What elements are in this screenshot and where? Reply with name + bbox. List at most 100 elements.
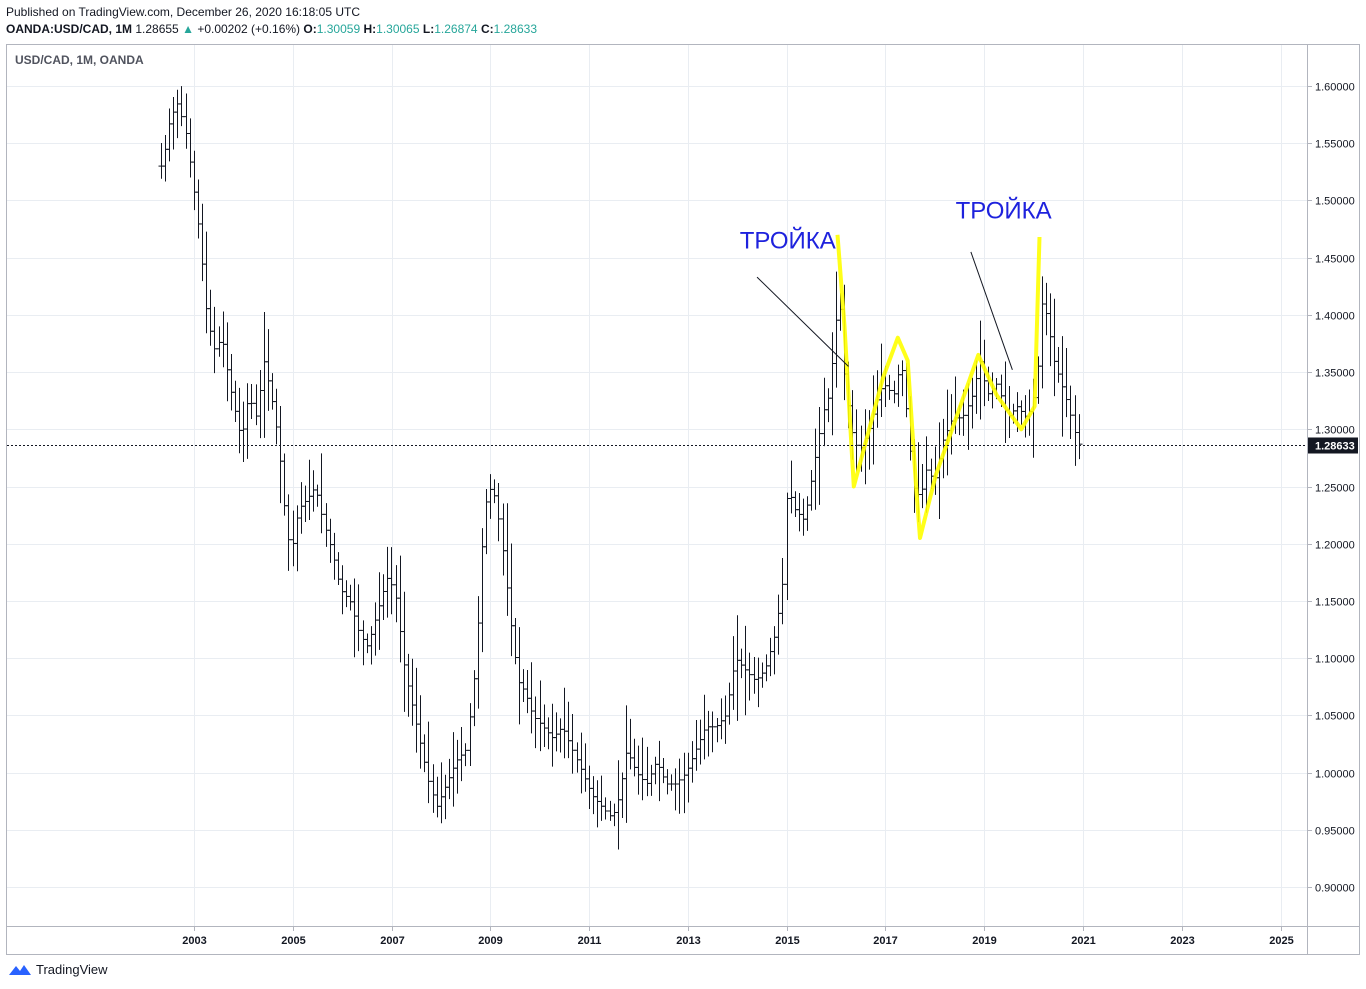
- price-tick-label: 1.55000: [1315, 139, 1355, 151]
- ohlc-bar: [607, 800, 614, 821]
- ohlc-bar: [191, 150, 198, 211]
- ohlc-bar: [294, 505, 301, 572]
- ohlc-bar: [1039, 276, 1046, 389]
- ohlc-bar: [631, 738, 638, 777]
- ohlc-bar: [705, 710, 712, 757]
- ohlc-bar: [977, 320, 984, 420]
- ohlc-bar: [1018, 400, 1025, 425]
- ohlc-bar: [726, 682, 733, 725]
- chart-border: [6, 44, 1360, 955]
- ohlc-bar: [561, 687, 568, 759]
- ohlc-bar: [598, 775, 605, 821]
- ohlc-bar: [491, 479, 498, 504]
- ohlc-bar: [397, 555, 404, 663]
- annotation-arrow-1: [756, 276, 849, 367]
- ohlc-bar: [532, 696, 539, 749]
- ohlc-bar: [899, 360, 906, 397]
- ohlc-bar: [405, 653, 412, 717]
- ohlc-bar: [421, 734, 428, 773]
- ohlc-bar: [331, 532, 338, 580]
- time-axis[interactable]: 2003 2005 2007 2009 2011 2013 2015 2017 2019 2021…: [182, 926, 1294, 947]
- time-tick-label: 2007: [380, 935, 404, 947]
- ohlc-bar: [187, 118, 194, 178]
- ohlc-bar: [619, 772, 626, 818]
- tradingview-footer[interactable]: TradingView: [8, 962, 108, 977]
- ohlc-bar: [224, 322, 231, 402]
- ohlc-bar: [623, 705, 630, 823]
- ohlc-bar: [434, 776, 441, 818]
- ohlc-bar: [652, 756, 659, 785]
- zigzag-pattern-1: [835, 234, 919, 489]
- ohlc-bar: [569, 714, 576, 774]
- ohlc-bar: [602, 797, 609, 820]
- ohlc-bar: [718, 698, 725, 740]
- ohlc-bar: [220, 311, 227, 368]
- price-tick-label: 1.25000: [1315, 483, 1355, 495]
- ohlc-bar: [442, 774, 449, 820]
- symbol-label[interactable]: OANDA:USD/CAD, 1M: [6, 22, 132, 36]
- ohlc-series: [158, 86, 1083, 850]
- ohlc-bar: [1043, 282, 1050, 336]
- ohlc-bar: [709, 711, 716, 753]
- close-label: C:: [480, 22, 494, 36]
- ohlc-bar: [672, 768, 679, 811]
- ohlc-bar: [648, 764, 655, 796]
- ohlc-bar: [714, 718, 721, 743]
- ohlc-bar: [372, 602, 379, 656]
- ohlc-bar: [833, 271, 840, 388]
- price-tick-label: 1.10000: [1315, 654, 1355, 666]
- open-label: O:: [303, 22, 317, 36]
- price-tick-label: 1.50000: [1315, 196, 1355, 208]
- ohlc-bar: [639, 737, 646, 801]
- ohlc-bar: [261, 311, 268, 438]
- ohlc-bar: [759, 662, 766, 688]
- ohlc-bar: [327, 518, 334, 563]
- ohlc-bar: [627, 718, 634, 770]
- price-tick-label: 1.40000: [1315, 311, 1355, 323]
- ohlc-bar: [520, 669, 527, 703]
- ohlc-bar: [438, 762, 445, 824]
- price-tick-label: 1.15000: [1315, 597, 1355, 609]
- ohlc-bar: [796, 493, 803, 532]
- ohlc-bar: [594, 780, 601, 828]
- ohlc-bar: [660, 757, 667, 784]
- ohlc-bar: [755, 657, 762, 708]
- ohlc-bar: [816, 407, 823, 505]
- ohlc-bar: [788, 460, 795, 514]
- ohlc-bar: [969, 377, 976, 429]
- tradingview-logo-icon: [9, 964, 31, 975]
- close-value: 1.28633: [493, 22, 538, 36]
- ohlc-bar: [232, 380, 239, 422]
- price-axis[interactable]: 0.90000 0.95000 1.00000 1.05000 1.10000 1.150…: [1307, 82, 1355, 895]
- ohlc-bar: [676, 758, 683, 814]
- grid: [7, 45, 1307, 926]
- ohlc-bar: [401, 591, 408, 712]
- ohlc-bar: [158, 142, 165, 179]
- ohlc-bar: [886, 374, 893, 400]
- ohlc-bar: [891, 380, 898, 404]
- price-tick-label: 1.00000: [1315, 769, 1355, 781]
- ohlc-bar: [557, 718, 564, 753]
- time-tick-label: 2019: [972, 935, 996, 947]
- ohlc-bar: [248, 384, 255, 420]
- ohlc-bar: [335, 552, 342, 585]
- ohlc-bar: [162, 134, 169, 182]
- ohlc-bar: [524, 670, 531, 714]
- ohlc-bar: [582, 743, 589, 792]
- drawings[interactable]: ТРОЙКА ТРОЙКА: [740, 197, 1052, 540]
- ohlc-bar: [364, 633, 371, 654]
- price-tick-label: 1.45000: [1315, 254, 1355, 266]
- ohlc-bar: [516, 627, 523, 725]
- ohlc-bar: [784, 492, 791, 601]
- ohlc-bar: [1076, 414, 1083, 460]
- annotation-arrow-2: [970, 251, 1013, 370]
- ohlc-bar: [450, 732, 457, 807]
- ohlc-bar: [578, 732, 585, 794]
- ohlc-bar: [611, 803, 618, 827]
- ohlc-bar: [376, 572, 383, 650]
- ohlc-bar: [467, 703, 474, 766]
- open-value: 1.30059: [316, 22, 361, 36]
- ohlc-bar: [1051, 298, 1058, 397]
- ohlc-bar: [347, 584, 354, 611]
